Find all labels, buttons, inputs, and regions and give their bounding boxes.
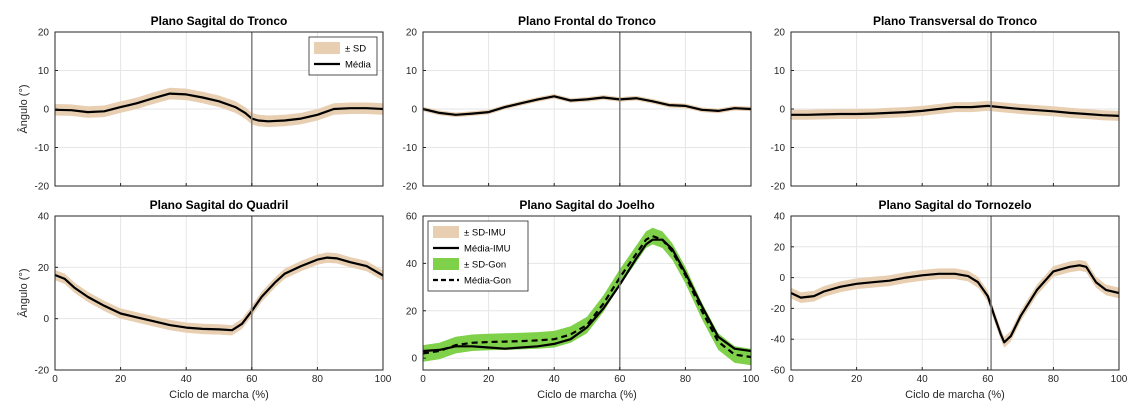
plot-area — [423, 227, 751, 366]
x-tick-label: 40 — [549, 374, 561, 385]
y-tick-label: 40 — [774, 212, 786, 223]
x-tick-label: 40 — [181, 374, 193, 385]
y-tick-label: 0 — [411, 105, 417, 116]
y-tick-label: -20 — [771, 182, 786, 193]
chart-panel: 0 20 40 60 80 100 60 40 20 0 Plano Sagital do Joel… — [406, 198, 760, 401]
x-tick-label: 100 — [1111, 374, 1128, 385]
y-tick-label: 40 — [406, 259, 418, 270]
y-tick-label: 0 — [43, 314, 49, 325]
x-tick-label: 0 — [788, 374, 794, 385]
chart-title: Plano Sagital do Tornozelo — [878, 198, 1031, 212]
chart-title: Plano Sagital do Tronco — [151, 14, 288, 28]
y-tick-label: -20 — [35, 366, 50, 377]
y-tick-label: 60 — [406, 212, 418, 223]
x-tick-label: 80 — [312, 374, 324, 385]
chart-title: Plano Frontal do Tronco — [518, 14, 656, 28]
plot-area — [423, 94, 751, 118]
legend-swatch — [433, 226, 459, 238]
x-tick-label: 0 — [420, 374, 426, 385]
x-tick-label: 60 — [982, 374, 994, 385]
legend-label: ± SD — [345, 44, 366, 55]
plot-area — [55, 87, 383, 128]
y-tick-label: -20 — [771, 304, 786, 315]
y-tick-label: 20 — [774, 28, 786, 39]
y-tick-label: 10 — [774, 66, 786, 77]
x-tick-label: 60 — [246, 374, 258, 385]
chart-title: Plano Sagital do Quadril — [150, 198, 289, 212]
x-tick-label: 40 — [917, 374, 929, 385]
chart-title: Plano Sagital do Joelho — [519, 198, 654, 212]
axes-box — [790, 215, 1120, 371]
x-tick-label: 100 — [375, 374, 392, 385]
y-tick-label: -10 — [35, 143, 50, 154]
x-tick-label: 0 — [52, 374, 58, 385]
y-tick-label: 20 — [38, 263, 50, 274]
x-tick-label: 100 — [743, 374, 760, 385]
chart-panel: 20 10 0 -10 -20 Plano Frontal do Tronco — [403, 14, 752, 193]
legend-swatch — [314, 42, 340, 54]
y-tick-label: 0 — [43, 105, 49, 116]
chart-panel: 20 10 0 -10 -20 Plano Sagital do Tronco Ângulo… — [17, 14, 384, 193]
axes-box — [54, 215, 384, 371]
y-tick-label: 10 — [406, 66, 418, 77]
series-line — [791, 104, 1119, 117]
y-tick-label: 10 — [38, 66, 50, 77]
legend-label: Média-IMU — [464, 244, 511, 255]
y-tick-label: -40 — [771, 335, 786, 346]
legend-swatch — [433, 258, 459, 270]
y-tick-label: 20 — [406, 306, 418, 317]
y-axis-label: Ângulo (°) — [17, 84, 30, 133]
plot-area — [791, 100, 1119, 121]
legend-label: ± SD-Gon — [464, 260, 506, 271]
series-line — [423, 235, 751, 359]
series-line — [791, 264, 1119, 344]
plot-area — [791, 259, 1119, 348]
y-tick-label: 40 — [38, 212, 50, 223]
y-tick-label: 0 — [411, 354, 417, 365]
sd-band — [55, 87, 383, 128]
chart-panel: 20 10 0 -10 -20 Plano Transversal do Tronco — [771, 14, 1120, 193]
x-tick-label: 20 — [115, 374, 127, 385]
legend-label: Média-Gon — [464, 276, 511, 287]
series-line — [55, 256, 383, 332]
y-tick-label: 20 — [406, 28, 418, 39]
chart-panel: 0 20 40 60 80 100 40 20 0 -20 -40 -60 Plano Sagital … — [771, 198, 1128, 401]
legend-label: Média — [345, 60, 372, 71]
y-tick-label: 20 — [774, 242, 786, 253]
legend: ± SD Média — [308, 36, 378, 76]
y-tick-label: -20 — [403, 182, 418, 193]
x-tick-label: 60 — [614, 374, 626, 385]
x-axis-label: Ciclo de marcha (%) — [905, 389, 1005, 401]
x-tick-label: 20 — [483, 374, 495, 385]
legend-label: ± SD-IMU — [464, 228, 506, 239]
x-axis-label: Ciclo de marcha (%) — [537, 389, 637, 401]
series-line — [423, 238, 751, 353]
x-axis-label: Ciclo de marcha (%) — [169, 389, 269, 401]
y-tick-label: 0 — [779, 105, 785, 116]
y-axis-label: Ângulo (°) — [17, 268, 30, 317]
series-line — [55, 92, 383, 123]
y-tick-label: -10 — [771, 143, 786, 154]
chart-title: Plano Transversal do Tronco — [873, 14, 1037, 28]
plot-area — [55, 252, 383, 336]
sd-band — [423, 227, 751, 366]
sd-band — [791, 100, 1119, 121]
y-tick-label: -60 — [771, 366, 786, 377]
y-tick-label: -10 — [403, 143, 418, 154]
y-tick-label: 20 — [38, 28, 50, 39]
y-tick-label: -20 — [35, 182, 50, 193]
y-tick-label: 0 — [779, 273, 785, 284]
series-line — [423, 95, 751, 116]
x-tick-label: 20 — [851, 374, 863, 385]
x-tick-label: 80 — [680, 374, 692, 385]
legend: ± SD-IMU Média-IMU ± SD-Gon Média-Gon — [427, 220, 529, 292]
axes-box — [422, 215, 752, 371]
sd-band — [55, 252, 383, 336]
x-tick-label: 80 — [1048, 374, 1060, 385]
